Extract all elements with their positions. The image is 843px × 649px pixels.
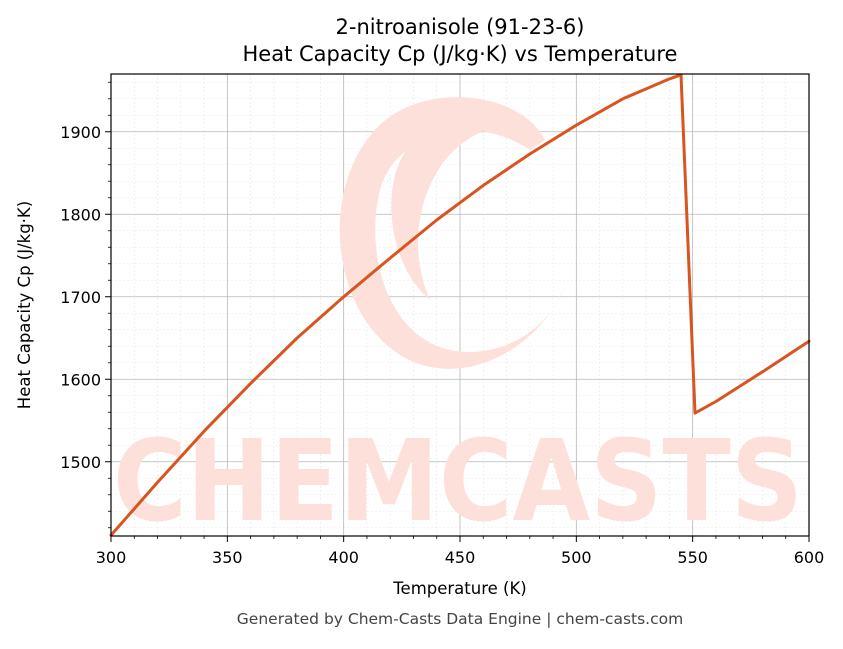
- x-tick-label: 350: [212, 548, 243, 567]
- tick-labels: 300 350 400 450 500 550 600 1500 1600 1700 1800 190…: [60, 123, 824, 567]
- series-layer: [109, 73, 811, 537]
- x-tick-label: 300: [96, 548, 127, 567]
- x-tick-label: 450: [445, 548, 476, 567]
- watermark-text: CHEMCASTS: [113, 417, 803, 547]
- y-tick-label: 1600: [60, 370, 101, 389]
- chart-subtitle: Heat Capacity Cp (J/kg·K) vs Temperature: [243, 42, 678, 66]
- y-tick-label: 1500: [60, 453, 101, 472]
- series-line: [109, 73, 811, 537]
- x-tick-label: 600: [794, 548, 825, 567]
- y-tick-label: 1800: [60, 205, 101, 224]
- chart-title: 2-nitroanisole (91-23-6): [336, 15, 585, 39]
- watermark: CHEMCASTS: [113, 97, 803, 547]
- x-axis-label: Temperature (K): [392, 579, 526, 598]
- ticks: [105, 81, 810, 542]
- y-tick-label: 1900: [60, 123, 101, 142]
- x-tick-label: 400: [328, 548, 359, 567]
- y-axis-label: Heat Capacity Cp (J/kg·K): [15, 201, 34, 409]
- y-tick-label: 1700: [60, 288, 101, 307]
- footer-credit: Generated by Chem-Casts Data Engine | ch…: [237, 610, 683, 628]
- x-tick-label: 500: [561, 548, 592, 567]
- watermark-swirl-inner: [391, 112, 520, 300]
- x-tick-label: 550: [677, 548, 708, 567]
